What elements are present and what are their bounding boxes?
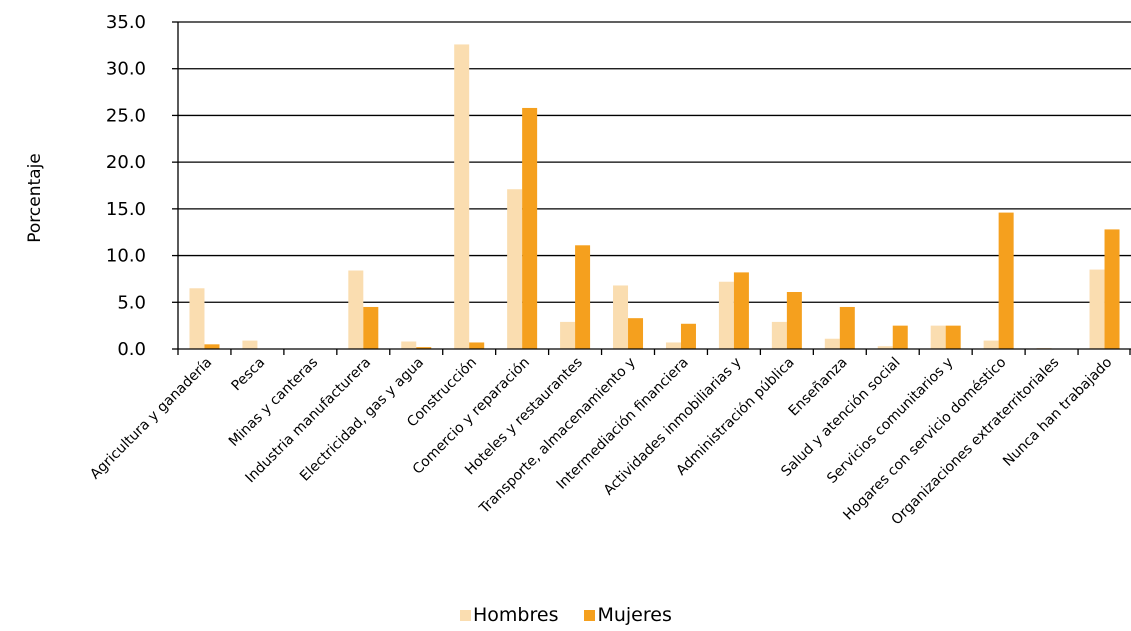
gridlines bbox=[172, 21, 1131, 350]
bar-hombres-11 bbox=[771, 321, 787, 349]
x-tick-label: Pesca bbox=[229, 355, 269, 395]
y-axis-title: Porcentaje bbox=[25, 153, 45, 243]
bar-chart: 0.0 5.0 10.0 15.0 20.0 25.0 30.0 35.0 Agricultu… bbox=[25, 12, 1131, 529]
y-tick-label: 10.0 bbox=[106, 246, 146, 267]
bar-mujeres-10 bbox=[733, 272, 749, 349]
bar-hombres-0 bbox=[189, 288, 205, 349]
bar-hombres-9 bbox=[665, 342, 681, 349]
bar-hombres-3 bbox=[348, 270, 364, 349]
bar-hombres-15 bbox=[983, 340, 999, 349]
x-tick-label: Agricultura y ganadería bbox=[87, 355, 215, 483]
bar-mujeres-3 bbox=[363, 306, 379, 349]
bar-mujeres-14 bbox=[945, 325, 961, 349]
axes bbox=[177, 22, 1131, 355]
x-tick-label: Nunca han trabajado bbox=[1000, 355, 1115, 470]
bar-hombres-7 bbox=[560, 321, 576, 349]
legend-swatch-mujeres bbox=[584, 609, 596, 621]
bar-mujeres-11 bbox=[786, 292, 802, 349]
legend-item-mujeres: Mujeres bbox=[584, 604, 672, 626]
bar-hombres-1 bbox=[242, 340, 258, 349]
y-tick-label: 25.0 bbox=[106, 105, 146, 126]
y-tick-label: 5.0 bbox=[117, 292, 146, 313]
bar-hombres-4 bbox=[401, 341, 417, 349]
y-tick-label: 0.0 bbox=[117, 339, 146, 360]
x-tick-label: Minas y canteras bbox=[226, 355, 321, 450]
y-tick-label: 20.0 bbox=[106, 152, 146, 173]
bar-mujeres-4 bbox=[416, 347, 432, 349]
bars bbox=[189, 44, 1120, 350]
bar-mujeres-13 bbox=[892, 325, 908, 349]
bar-hombres-13 bbox=[877, 346, 893, 349]
legend-item-hombres: Hombres bbox=[460, 604, 558, 626]
bar-mujeres-12 bbox=[839, 306, 855, 349]
bar-hombres-12 bbox=[824, 338, 840, 349]
legend: Hombres Mujeres bbox=[460, 604, 672, 626]
bar-mujeres-8 bbox=[628, 318, 644, 349]
bar-hombres-10 bbox=[718, 281, 734, 349]
bar-mujeres-5 bbox=[469, 342, 485, 349]
y-tick-label: 35.0 bbox=[106, 12, 146, 33]
y-tick-label: 15.0 bbox=[106, 199, 146, 220]
legend-label-mujeres: Mujeres bbox=[597, 604, 672, 626]
bar-mujeres-17 bbox=[1104, 229, 1120, 349]
bar-hombres-5 bbox=[454, 44, 470, 350]
bar-hombres-8 bbox=[613, 285, 629, 349]
y-tick-label: 30.0 bbox=[106, 59, 146, 80]
bar-mujeres-6 bbox=[522, 107, 538, 349]
y-tick-labels: 0.0 5.0 10.0 15.0 20.0 25.0 30.0 35.0 bbox=[106, 12, 146, 360]
bar-mujeres-9 bbox=[680, 323, 696, 349]
bar-hombres-17 bbox=[1089, 269, 1105, 349]
bar-hombres-14 bbox=[930, 325, 946, 349]
bar-hombres-6 bbox=[507, 189, 523, 349]
bar-mujeres-7 bbox=[575, 245, 591, 349]
legend-label-hombres: Hombres bbox=[473, 604, 559, 626]
bar-mujeres-0 bbox=[204, 344, 220, 349]
bar-mujeres-15 bbox=[998, 212, 1014, 349]
legend-swatch-hombres bbox=[460, 609, 471, 621]
